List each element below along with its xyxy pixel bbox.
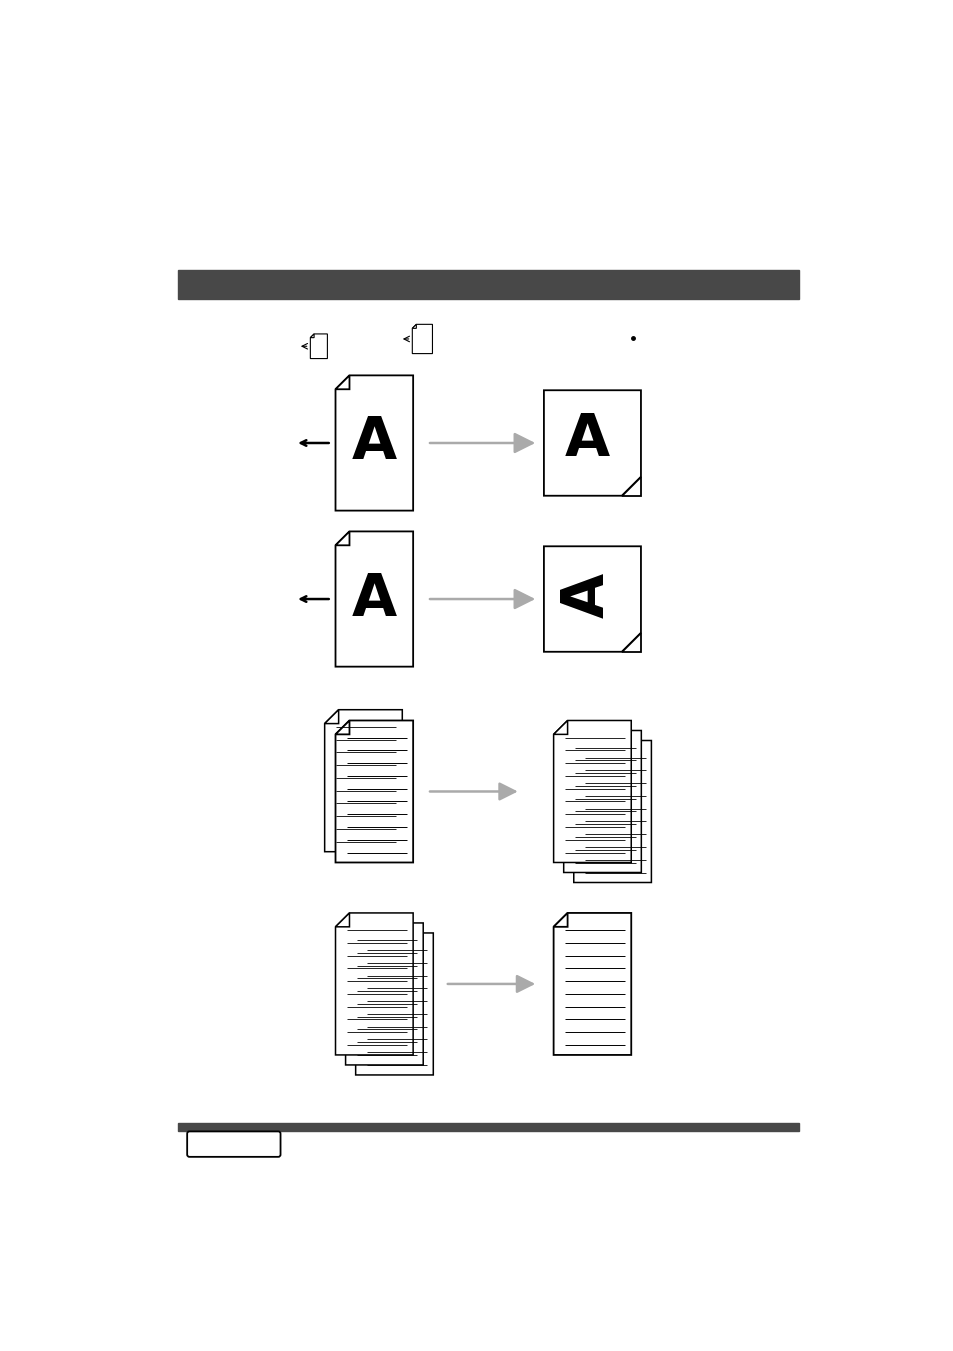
Polygon shape (345, 923, 359, 936)
Polygon shape (324, 709, 338, 724)
Text: A: A (558, 573, 616, 619)
Polygon shape (412, 324, 432, 354)
Polygon shape (621, 477, 640, 496)
FancyBboxPatch shape (187, 1131, 280, 1156)
Polygon shape (621, 632, 640, 651)
Polygon shape (335, 531, 349, 546)
Polygon shape (355, 934, 433, 1075)
Polygon shape (543, 390, 640, 496)
Bar (178, 270, 799, 300)
Polygon shape (310, 334, 314, 338)
Polygon shape (355, 934, 369, 947)
Polygon shape (324, 709, 402, 851)
Polygon shape (335, 720, 413, 862)
Polygon shape (553, 720, 567, 735)
Polygon shape (553, 913, 631, 1055)
Polygon shape (335, 376, 349, 389)
Bar (178, 1123, 799, 1131)
Text: A: A (564, 411, 610, 469)
Text: A: A (352, 570, 396, 627)
Polygon shape (573, 740, 587, 754)
Polygon shape (573, 740, 651, 882)
Polygon shape (563, 731, 640, 873)
Polygon shape (310, 334, 327, 358)
Text: A: A (352, 415, 396, 471)
Polygon shape (335, 531, 413, 666)
Polygon shape (335, 720, 349, 735)
Polygon shape (335, 913, 349, 927)
Polygon shape (563, 731, 578, 744)
Polygon shape (345, 923, 423, 1065)
Polygon shape (543, 546, 640, 651)
Polygon shape (335, 913, 413, 1055)
Polygon shape (553, 913, 567, 927)
Polygon shape (412, 324, 416, 328)
Polygon shape (553, 720, 631, 862)
Polygon shape (335, 376, 413, 511)
